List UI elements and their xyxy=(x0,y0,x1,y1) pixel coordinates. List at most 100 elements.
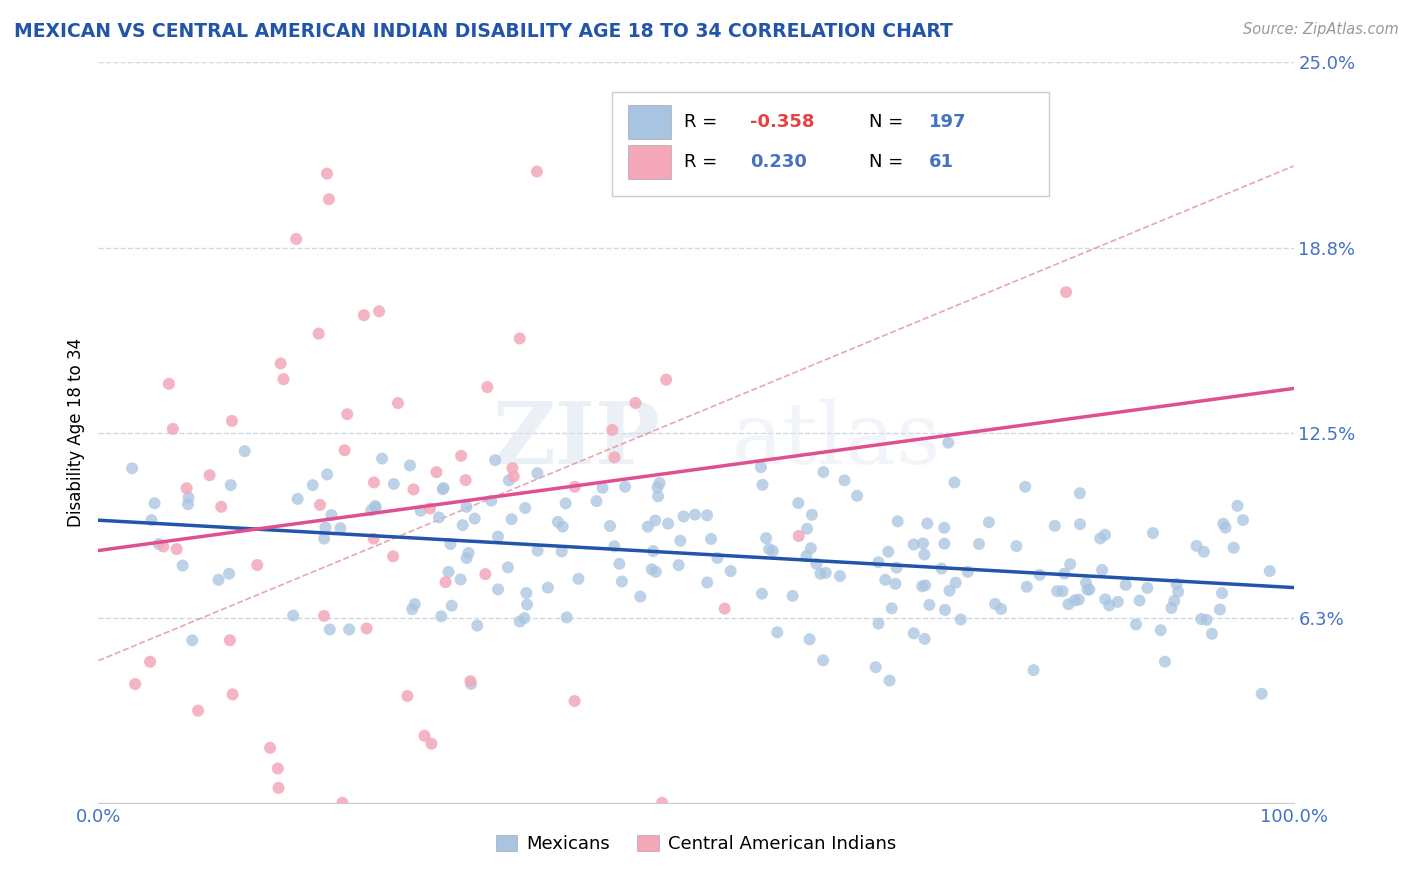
Point xyxy=(1115,578,1137,592)
Point xyxy=(1078,582,1101,597)
Point xyxy=(526,543,548,558)
Point xyxy=(148,537,170,551)
Point xyxy=(1107,595,1129,609)
Point xyxy=(382,549,405,564)
Point xyxy=(917,516,939,531)
Point xyxy=(509,615,531,629)
Point xyxy=(672,509,695,524)
Point xyxy=(749,460,772,475)
Point xyxy=(437,565,460,579)
Point xyxy=(396,689,419,703)
Point xyxy=(368,304,391,318)
Point xyxy=(1142,526,1164,541)
Point xyxy=(450,573,472,587)
Point xyxy=(877,545,900,559)
Point xyxy=(956,565,979,579)
Point xyxy=(799,632,821,647)
Point xyxy=(934,536,956,550)
Point xyxy=(399,458,422,473)
Point xyxy=(585,494,607,508)
Point xyxy=(1014,480,1036,494)
Point xyxy=(259,740,281,755)
Point xyxy=(1005,539,1028,553)
Point xyxy=(912,536,935,550)
Point xyxy=(886,560,908,574)
Text: MEXICAN VS CENTRAL AMERICAN INDIAN DISABILITY AGE 18 TO 34 CORRELATION CHART: MEXICAN VS CENTRAL AMERICAN INDIAN DISAB… xyxy=(14,22,953,41)
Point xyxy=(564,480,586,494)
Point xyxy=(810,566,832,581)
Point xyxy=(914,578,936,592)
Point xyxy=(938,583,960,598)
Point xyxy=(934,603,956,617)
Point xyxy=(484,453,506,467)
Point xyxy=(903,537,925,551)
Point xyxy=(834,474,856,488)
Point xyxy=(1250,687,1272,701)
Point xyxy=(1128,593,1150,607)
Point xyxy=(651,796,673,810)
Point xyxy=(1015,580,1038,594)
Y-axis label: Disability Age 18 to 34: Disability Age 18 to 34 xyxy=(66,338,84,527)
Point xyxy=(828,569,851,583)
Point xyxy=(1091,563,1114,577)
Point xyxy=(513,611,536,625)
Text: atlas: atlas xyxy=(733,399,941,482)
Point xyxy=(509,331,531,345)
Point xyxy=(360,503,382,517)
Point xyxy=(868,616,890,631)
Point xyxy=(329,521,352,535)
Point xyxy=(918,598,941,612)
Point xyxy=(1076,582,1098,597)
Point xyxy=(363,532,385,546)
Point xyxy=(1022,663,1045,677)
Point xyxy=(644,513,666,527)
Point xyxy=(984,597,1007,611)
Point xyxy=(1098,599,1121,613)
Point xyxy=(813,465,835,479)
Point xyxy=(152,540,174,554)
Point xyxy=(551,544,574,558)
FancyBboxPatch shape xyxy=(613,92,1049,195)
Point xyxy=(879,673,901,688)
Point xyxy=(865,660,887,674)
Point xyxy=(382,477,405,491)
Point xyxy=(404,597,426,611)
Point xyxy=(537,581,560,595)
Point xyxy=(567,572,589,586)
Point xyxy=(868,555,890,569)
Point xyxy=(800,541,823,556)
Point xyxy=(301,478,323,492)
Text: N =: N = xyxy=(869,153,910,171)
Point xyxy=(516,598,538,612)
Point xyxy=(176,481,198,495)
Point xyxy=(177,497,200,511)
Point xyxy=(363,475,385,490)
Point xyxy=(1212,516,1234,531)
Point xyxy=(321,508,343,522)
Point xyxy=(1052,584,1074,599)
Point xyxy=(628,590,651,604)
Legend: Mexicans, Central American Indians: Mexicans, Central American Indians xyxy=(488,828,904,861)
Point xyxy=(1185,539,1208,553)
Point xyxy=(624,396,647,410)
Point xyxy=(1054,285,1077,300)
Point xyxy=(420,737,443,751)
Point xyxy=(440,599,463,613)
Point xyxy=(903,626,925,640)
Point xyxy=(1136,581,1159,595)
Point xyxy=(614,480,637,494)
Point xyxy=(218,566,240,581)
Point xyxy=(419,501,441,516)
Point xyxy=(515,500,537,515)
Point xyxy=(603,539,626,553)
Point xyxy=(814,566,837,580)
Point xyxy=(141,513,163,527)
Point xyxy=(1125,617,1147,632)
Point xyxy=(221,687,243,701)
Point xyxy=(713,601,735,615)
Point xyxy=(309,498,332,512)
Point xyxy=(364,500,387,515)
Point xyxy=(465,618,488,632)
Point xyxy=(479,493,502,508)
Point xyxy=(914,632,936,646)
